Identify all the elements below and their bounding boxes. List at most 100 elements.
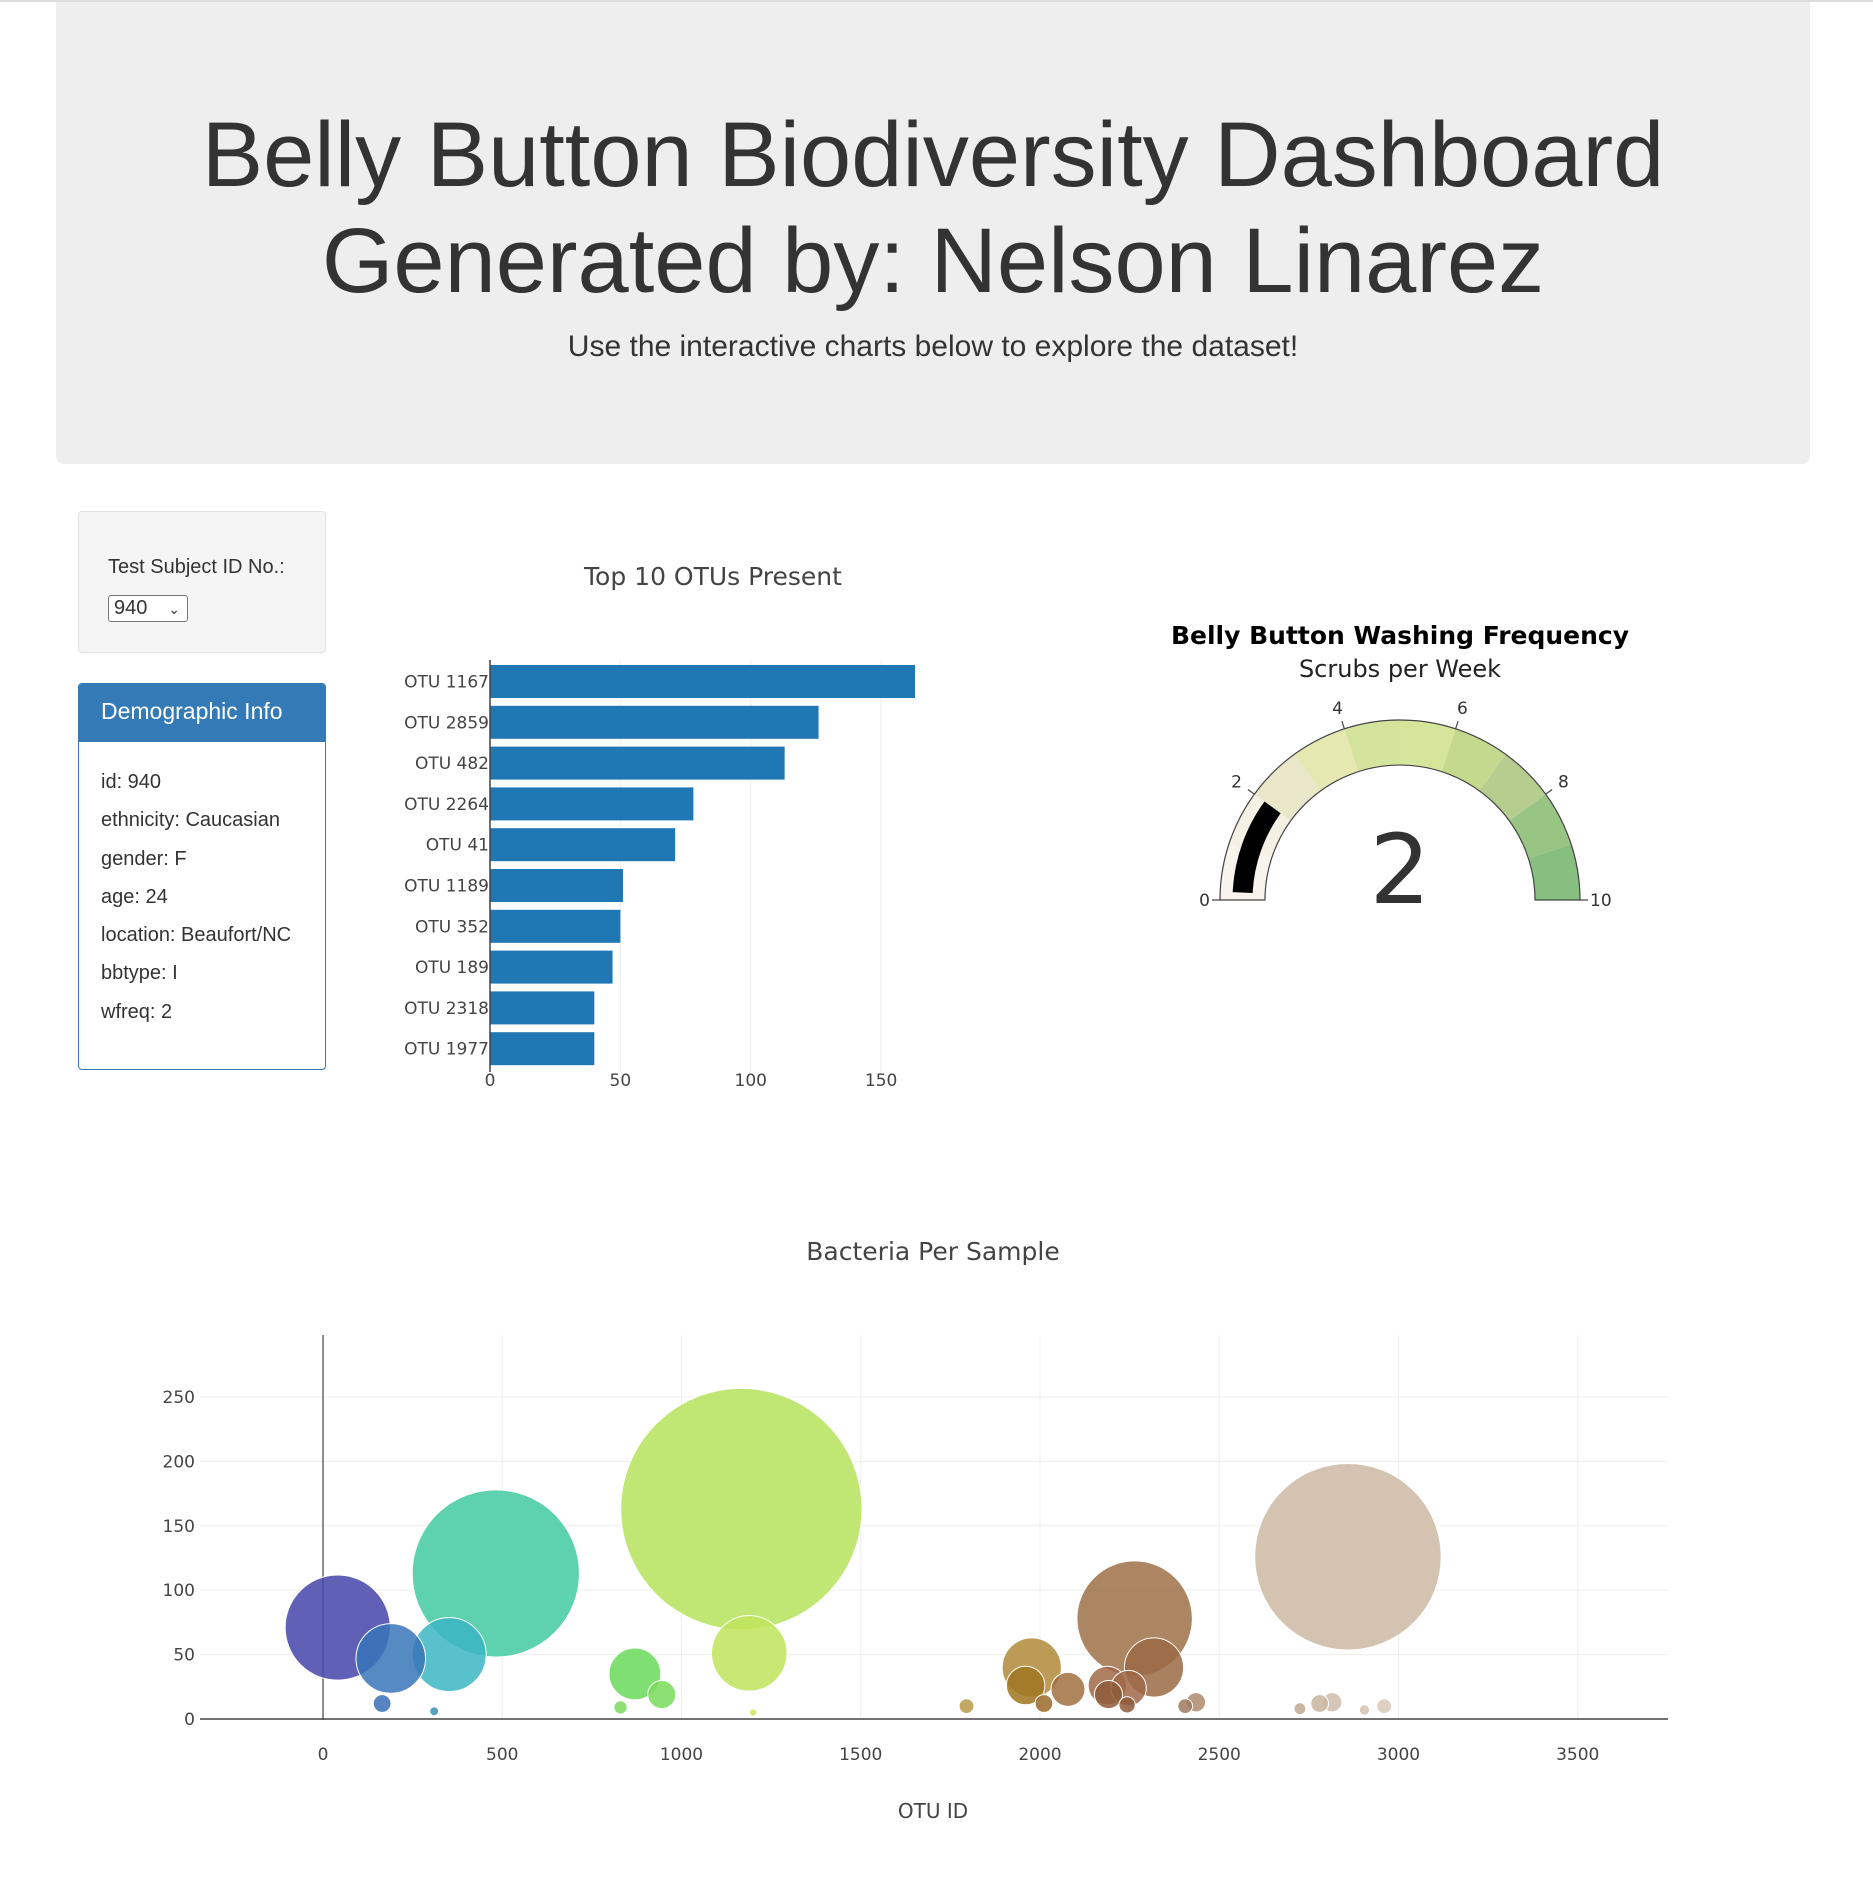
top-border [0,0,1873,2]
bar-y-tick-label: OTU 1977 [404,1040,489,1060]
bar-y-tick-label: OTU 1189 [404,877,489,897]
bubble-y-tick-label: 50 [173,1646,195,1666]
gauge-title: Belly Button Washing Frequency [1171,621,1629,650]
bubble-otu-2960 [1376,1698,1393,1715]
subject-selector-well: Test Subject ID No.: 940 ⌄ [78,511,326,653]
gauge-tick [1247,789,1255,795]
bubble-otu-2780 [1310,1694,1330,1713]
bubble-otu-2243 [1118,1696,1136,1714]
demographic-panel-heading: Demographic Info [79,684,325,742]
gauge-tick-label: 10 [1590,891,1612,911]
subject-id-select[interactable]: 940 ⌄ [108,595,188,622]
bubble-y-tick-label: 0 [184,1710,195,1730]
gauge-tick-label: 2 [1231,772,1242,792]
bubble-otu-2405 [1177,1698,1194,1715]
bubble-otu-2011 [1034,1694,1054,1713]
gauge-value-number: 2 [1369,814,1430,926]
demographic-row-bbtype: bbtype: I [101,962,178,985]
bubble-otu-2859 [1254,1462,1442,1651]
gauge-subtitle: Scrubs per Week [1299,655,1501,683]
bubble-otu-870 [608,1647,662,1701]
bar-y-tick-label: OTU 189 [415,958,489,978]
gauge-step-7 [1479,754,1546,821]
bubble-x-tick-label: 3500 [1556,1745,1599,1765]
bar-otu-2264 [490,787,694,821]
gauge-value-bar [1232,801,1281,894]
bar-x-tick-label: 150 [865,1071,897,1091]
bubble-y-tick-label: 100 [163,1581,195,1601]
chevron-down-icon: ⌄ [168,601,180,617]
bubble-x-tick-label: 0 [318,1745,329,1765]
bar-otu-41 [490,828,676,862]
bubble-x-tick-label: 1500 [839,1745,882,1765]
bubble-otu-165 [372,1694,392,1713]
bar-y-tick-label: OTU 352 [415,917,489,937]
gauge-outline [1219,719,1581,901]
bubble-x-tick-label: 2000 [1018,1745,1061,1765]
wash-frequency-gauge[interactable]: Belly Button Washing Frequency Scrubs per… [1150,620,1650,940]
bubble-x-tick-label: 3000 [1377,1745,1420,1765]
demographic-row-id: id: 940 [101,771,162,793]
bar-otu-1977 [490,1032,595,1066]
bar-chart-title: Top 10 OTUs Present [583,562,842,591]
demographic-panel-body: id: 940 ethnicity: Caucasian gender: F a… [79,742,325,1040]
bubble-chart-title: Bacteria Per Sample [806,1237,1059,1266]
bar-otu-2318 [490,991,595,1025]
bar-y-tick-label: OTU 2859 [404,713,489,733]
gauge-step-4 [1344,720,1400,772]
bubble-otu-310 [429,1706,440,1717]
demographic-row-gender: gender: F [101,847,187,870]
bubble-otu-1200 [749,1708,758,1717]
bubble-y-tick-label: 250 [163,1388,195,1408]
bubble-otu-2078 [1050,1671,1086,1707]
page-title: Belly Button Biodiversity Dashboard Gene… [56,102,1810,314]
bar-otu-2859 [490,705,819,739]
bubble-x-tick-label: 1000 [660,1745,703,1765]
gauge-step-5 [1400,720,1456,772]
demographic-panel: Demographic Info id: 940 ethnicity: Cauc… [78,683,326,1070]
page-subtitle: Use the interactive charts below to expl… [567,330,1299,363]
page-title-line1: Belly Button Biodiversity Dashboard [201,104,1665,206]
bubble-otu-1795 [958,1698,975,1715]
gauge-step-9 [1528,844,1580,900]
subject-id-value: 940 [114,597,148,619]
subject-selector-label: Test Subject ID No.: [108,556,285,578]
bar-x-tick-label: 0 [485,1071,496,1091]
header-jumbotron: Belly Button Biodiversity Dashboard Gene… [56,2,1810,464]
gauge-tick [1455,721,1459,729]
bar-y-tick-label: OTU 482 [415,754,489,774]
gauge-tick-label: 0 [1199,891,1210,911]
bubble-otu-2905 [1358,1704,1371,1716]
bar-x-tick-label: 100 [735,1071,767,1091]
bubble-y-tick-label: 150 [163,1517,195,1537]
bar-otu-482 [490,746,785,780]
gauge-tick-label: 4 [1332,699,1343,719]
bubble-x-axis-label: OTU ID [898,1799,968,1823]
bar-otu-1167 [490,665,915,698]
demographic-row-location: location: Beaufort/NC [101,924,292,947]
bar-y-tick-label: OTU 1167 [404,673,489,693]
bar-otu-1189 [490,869,623,902]
bubble-y-tick-label: 200 [163,1452,195,1472]
top-otus-bar-chart[interactable]: Top 10 OTUs Present 0 50 100 150 OTU 1167 OTU … [390,540,950,1100]
bar-y-tick-label: OTU 41 [426,836,489,856]
gauge-tick-label: 8 [1558,772,1569,792]
bubble-otu-482 [411,1489,580,1658]
bubble-otu-2191 [1093,1679,1124,1710]
bar-y-tick-label: OTU 2318 [404,999,489,1019]
bubble-otu-945 [647,1679,677,1710]
gauge-tick-label: 6 [1457,699,1468,719]
bubble-x-tick-label: 500 [486,1745,518,1765]
gauge-step-2 [1254,754,1321,821]
bar-otu-352 [490,909,621,943]
bubble-otu-1167 [620,1387,863,1631]
bar-otu-189 [490,950,613,984]
demographic-row-wfreq: wfreq: 2 [101,1000,173,1023]
bubble-x-tick-label: 2500 [1198,1745,1241,1765]
bar-y-tick-label: OTU 2264 [404,795,489,815]
bubble-otu-1189 [711,1615,788,1692]
bubble-otu-1960 [1005,1665,1046,1706]
page-title-line2: Generated by: Nelson Linarez [321,210,1545,312]
bubble-otu-2725 [1293,1702,1307,1716]
